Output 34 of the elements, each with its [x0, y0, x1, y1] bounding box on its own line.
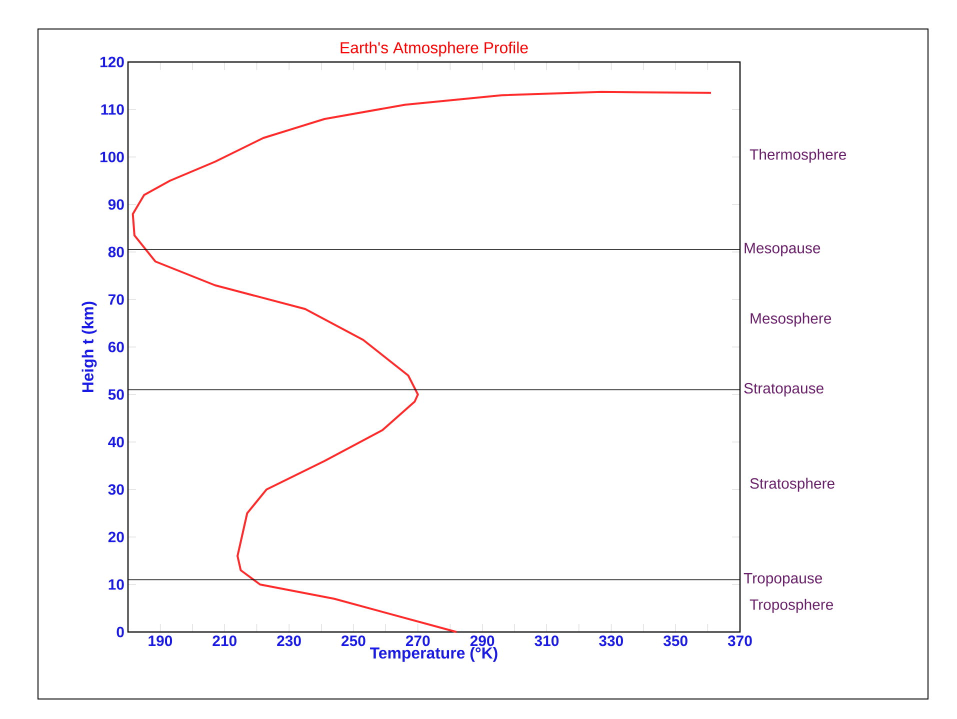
y-tick-label: 40	[108, 436, 124, 448]
x-tick-label: 370	[728, 636, 752, 646]
y-tick-label: 70	[108, 294, 124, 305]
y-tick-label: 100	[100, 152, 124, 162]
y-tick-label: 110	[101, 104, 124, 115]
chart-title: Earth's Atmosphere Profile	[340, 42, 528, 56]
x-tick-label: 290	[470, 636, 494, 646]
x-tick-label: 350	[663, 636, 688, 646]
y-tick-label: 30	[108, 484, 124, 495]
y-tick-label: 60	[108, 342, 124, 352]
y-tick-label: 80	[108, 246, 124, 258]
x-tick-label: 230	[277, 636, 301, 646]
x-tick-label: 190	[148, 636, 172, 646]
y-tick-label: 120	[100, 56, 124, 68]
x-tick-label: 310	[534, 636, 559, 646]
text: Troposphere	[750, 598, 834, 613]
ref-line-label: Stratopause	[744, 382, 824, 397]
ref-line-label: Mesopause	[744, 242, 820, 256]
text: Mesosphere	[750, 312, 832, 327]
text: Thermosphere	[750, 148, 846, 163]
line-series	[132, 90, 712, 633]
x-axis-title: Temperature (°K)	[370, 646, 498, 662]
text: Stratosphere	[750, 478, 834, 492]
y-tick-label: 20	[108, 532, 124, 542]
x-tick-label: 210	[212, 636, 236, 646]
x-tick-label: 250	[342, 636, 366, 646]
y-tick-label: 50	[108, 389, 124, 400]
x-tick-label: 270	[406, 636, 430, 646]
ref-line-label: Tropopause	[744, 573, 822, 586]
y-axis-title: Heigh t (km)	[82, 302, 97, 392]
y-tick-label: 90	[108, 199, 124, 210]
y-tick-label: 0	[116, 626, 124, 638]
y-tick-label: 10	[108, 579, 124, 590]
x-tick-label: 330	[599, 636, 623, 646]
